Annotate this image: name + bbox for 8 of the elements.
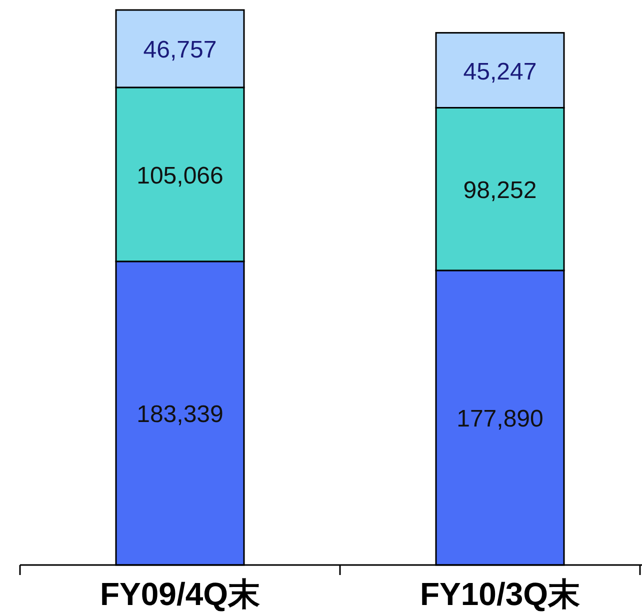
data-label: 183,339 bbox=[136, 401, 224, 428]
data-label: 105,066 bbox=[136, 162, 224, 190]
data-label: 177,890 bbox=[456, 406, 544, 433]
x-tick-label: FY09/4Q末 bbox=[100, 576, 260, 612]
data-label: 98,252 bbox=[463, 177, 537, 204]
x-tick-label: FY10/3Q末 bbox=[420, 576, 580, 612]
data-label: 46,757 bbox=[143, 36, 217, 64]
data-label: 45,247 bbox=[463, 58, 537, 86]
